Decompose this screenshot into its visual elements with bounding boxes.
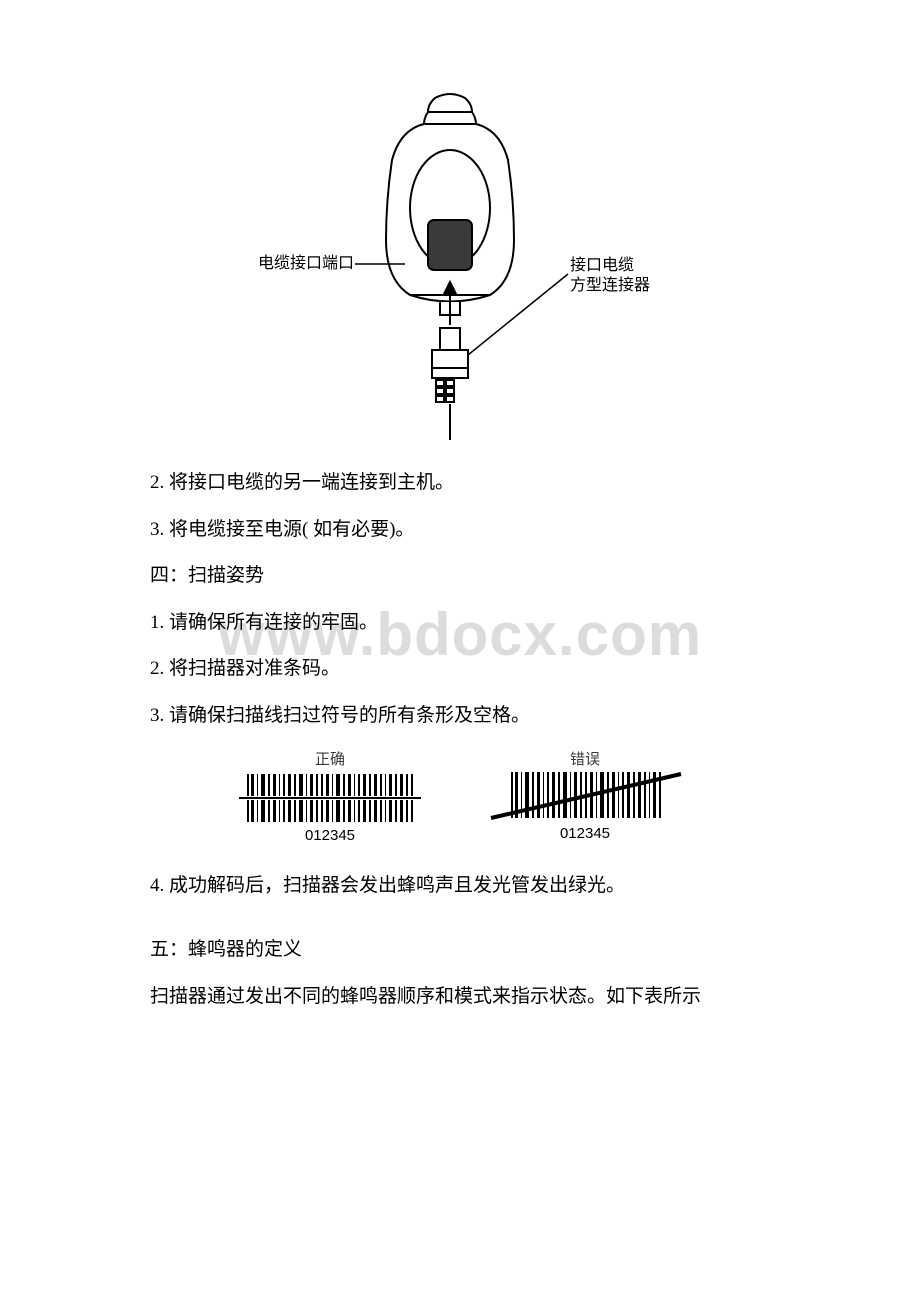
barcode-correct-code: 012345 (305, 827, 355, 844)
step-a-2: 四：扫描姿势 (150, 563, 770, 590)
step-a-1: 3. 将电缆接至电源( 如有必要)。 (150, 517, 770, 544)
step-a-4: 2. 将扫描器对准条码。 (150, 656, 770, 683)
step-a-0: 2. 将接口电缆的另一端连接到主机。 (150, 470, 770, 497)
document-page: 电缆接口端口 接口电缆 方型连接器 2. 将接口电缆的另一端连接到主机。 3. … (0, 0, 920, 1010)
step-a-3: 1. 请确保所有连接的牢固。 (150, 610, 770, 637)
barcode-wrong-code: 012345 (560, 825, 610, 842)
scanner-diagram: 电缆接口端口 接口电缆 方型连接器 (250, 90, 670, 440)
barcode-correct-label: 正确 (315, 751, 345, 768)
fig1-label-right2: 方型连接器 (570, 276, 650, 294)
step-a-5: 3. 请确保扫描线扫过符号的所有条形及空格。 (150, 703, 770, 730)
fig1-label-left: 电缆接口端口 (258, 254, 354, 272)
fig1-label-right1: 接口电缆 (570, 256, 634, 274)
barcode-correct: 正确 012345 (235, 750, 425, 845)
barcode-wrong-label: 错误 (570, 751, 600, 768)
step-c-0: 五：蜂鸣器的定义 (150, 937, 770, 964)
barcode-wrong: 错误 012345 (485, 750, 685, 845)
step-c-1: 扫描器通过发出不同的蜂鸣器顺序和模式来指示状态。如下表所示 (150, 984, 770, 1011)
barcode-examples-row: 正确 012345 错误 012345 (150, 750, 770, 845)
step-b-0: 4. 成功解码后，扫描器会发出蜂鸣声且发光管发出绿光。 (150, 873, 770, 900)
